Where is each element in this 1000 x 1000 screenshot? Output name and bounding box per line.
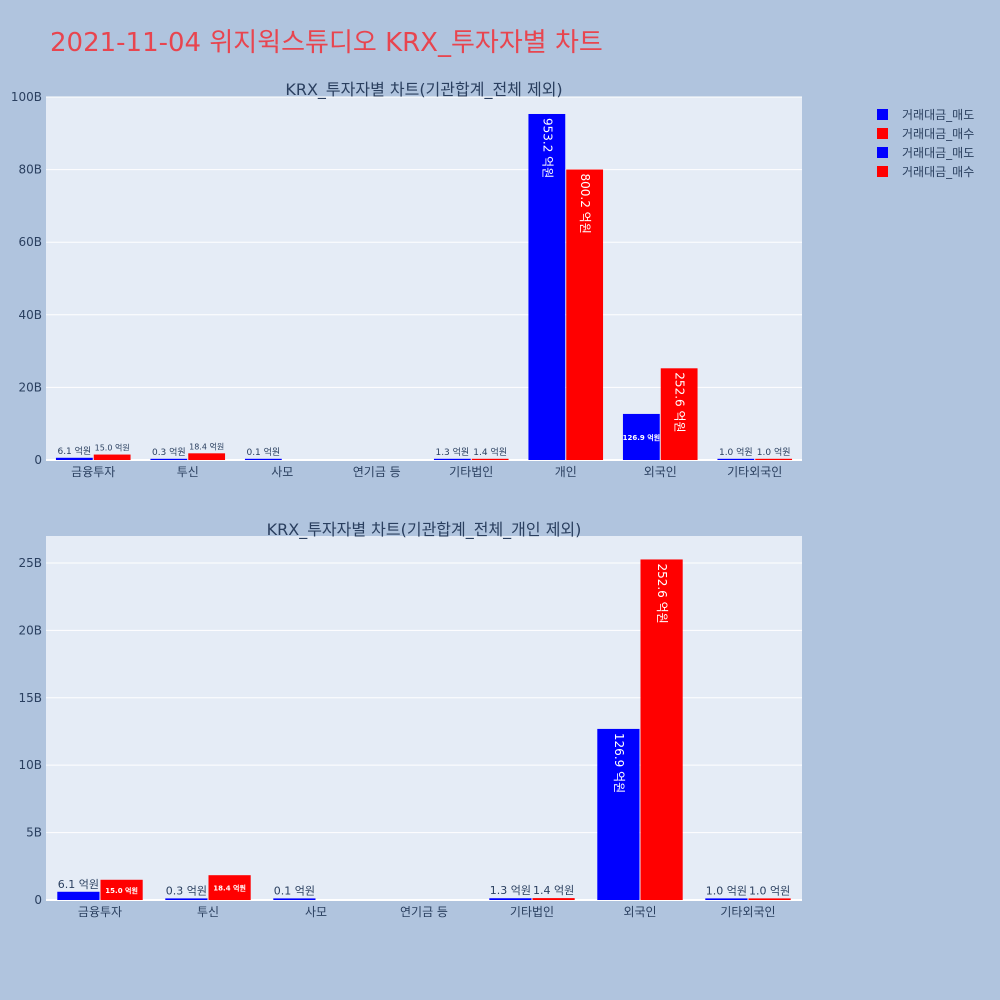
y-tick-label: 5B [26,826,42,840]
bar [597,728,640,900]
data-label: 1.3 억원 [435,446,469,458]
data-label: 0.1 억원 [274,884,315,897]
plot-area [46,536,802,900]
data-label: 1.4 억원 [533,884,574,897]
bar [165,898,208,900]
data-label: 0.3 억원 [152,446,186,458]
data-label: 1.3 억원 [490,884,531,897]
data-label: 953.2 억원 [540,118,554,178]
y-tick-label: 20B [18,380,42,394]
x-tick-label: 사모 [305,905,327,919]
data-label: 252.6 억원 [655,563,669,623]
chart-1: 0 20B 40B 60B 80B 100B KRX_투자자별 차트(기관합계_전체 제외)… [11,80,802,479]
chart-title: KRX_투자자별 차트(기관합계_전체_개인 제외) [267,520,582,540]
bar [755,458,793,460]
data-label: 15.0 억원 [95,443,130,453]
bar [208,875,251,900]
bar [100,879,143,900]
data-label: 126.9 억원 [612,733,626,793]
y-tick-label: 10B [18,758,42,772]
data-label: 18.4 억원 [213,884,246,893]
bar [471,458,509,460]
legend-item-label: 거래대금_매도 [902,108,974,122]
data-label: 15.0 억원 [105,886,138,895]
y-tick-label: 20B [18,623,42,637]
data-label: 0.3 억원 [166,884,207,897]
legend-item-label: 거래대금_매수 [902,165,974,179]
x-tick-label: 외국인 [644,465,677,479]
bar [489,898,532,900]
bar [244,458,282,460]
bar [273,898,316,900]
data-label: 0.1 억원 [246,446,280,458]
legend-swatch [877,166,888,177]
data-label: 6.1 억원 [58,878,99,891]
data-label: 800.2 억원 [578,174,592,234]
y-tick-label: 0 [34,893,42,907]
bar [640,559,683,900]
x-tick-label: 기타법인 [449,465,493,479]
bar [622,413,660,460]
y-tick-label: 80B [18,163,42,177]
bar [57,891,100,900]
bar [433,458,471,460]
bar [748,898,791,900]
x-tick-label: 투신 [197,905,219,919]
legend-swatch [877,109,888,120]
y-tick-label: 100B [11,90,42,104]
legend-item-label: 거래대금_매도 [902,146,974,160]
bar [717,458,755,460]
y-tick-label: 40B [18,308,42,322]
bar [528,113,566,460]
chart-title: KRX_투자자별 차트(기관합계_전체 제외) [285,80,562,100]
x-tick-label: 외국인 [623,905,656,919]
bar [93,454,131,460]
x-tick-label: 사모 [271,465,293,479]
data-label: 1.0 억원 [757,446,791,458]
y-tick-label: 25B [18,556,42,570]
bar [532,898,575,900]
bar [55,457,93,460]
data-label: 252.6 억원 [673,372,687,432]
bar [150,458,188,460]
bar [566,169,604,460]
data-label: 1.0 억원 [706,884,747,897]
x-tick-label: 연기금 등 [400,905,448,919]
x-tick-label: 투신 [177,465,199,479]
legend-swatch [877,147,888,158]
y-tick-label: 15B [18,691,42,705]
data-label: 126.9 억원 [623,433,660,442]
x-tick-label: 금융투자 [78,905,122,919]
chart-2: 0 5B 10B 15B 20B 25B KRX_투자자별 차트(기관합계_전체_개인 제외… [18,520,802,919]
bar [705,898,748,900]
x-tick-label: 기타외국인 [720,905,775,919]
x-tick-label: 기타외국인 [727,465,782,479]
data-label: 6.1 억원 [57,445,91,457]
x-tick-label: 금융투자 [71,465,115,479]
x-tick-label: 기타법인 [510,905,554,919]
data-label: 18.4 억원 [189,441,224,451]
data-label: 1.4 억원 [473,446,507,458]
data-label: 1.0 억원 [719,446,753,458]
legend-swatch [877,128,888,139]
page-title: 2021-11-04 위지윅스튜디오 KRX_투자자별 차트 [50,28,603,58]
legend-item-label: 거래대금_매수 [902,127,974,141]
bar [660,368,698,460]
data-label: 1.0 억원 [749,884,790,897]
bar [188,453,226,460]
x-tick-label: 연기금 등 [353,465,401,479]
y-tick-label: 60B [18,235,42,249]
x-tick-label: 개인 [555,465,577,479]
y-tick-label: 0 [34,453,42,467]
